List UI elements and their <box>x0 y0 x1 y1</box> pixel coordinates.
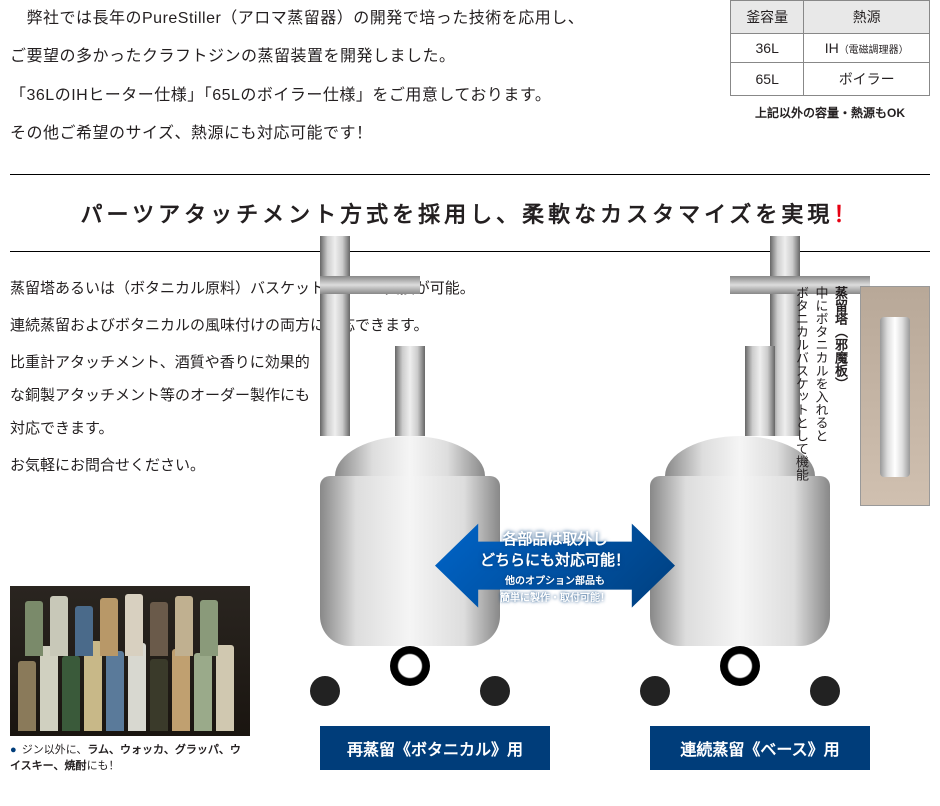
spec-note: 上記以外の容量・熱源もOK <box>730 104 930 121</box>
intro-line-2: ご要望の多かったクラフトジンの蒸留装置を開発しました。 <box>10 38 710 76</box>
intro-line-3: 「36LのIHヒーター仕様」「65Lのボイラー仕様」をご用意しております。 <box>10 77 710 115</box>
intro-line-4: その他ご希望のサイズ、熱源にも対応可能です！ <box>10 115 710 153</box>
vertical-caption: 蒸留塔（邪魔板） 中にボタニカルを入れると ボタニカルバスケットとして機能 <box>792 286 851 481</box>
spec-header-capacity: 釜容量 <box>731 1 804 34</box>
label-right: 連続蒸留《ベース》用 <box>650 726 870 770</box>
divider-top <box>10 174 930 175</box>
label-left: 再蒸留《ボタニカル》用 <box>320 726 550 770</box>
spec-cell-capacity-0: 36L <box>731 34 804 63</box>
intro-line-1: 弊社では長年のPureStiller（アロマ蒸留器）の開発で培った技術を応用し、 <box>10 0 710 38</box>
spec-header-source: 熱源 <box>804 1 930 34</box>
section-title: パーツアタッチメント方式を採用し、柔軟なカスタマイズを実現！ <box>10 185 930 241</box>
arrow-callout: 各部品は取外し どちらにも対応可能！ 他のオプション部品も 簡単に製作・取付可能… <box>435 506 675 626</box>
arrow-line-2a: 他のオプション部品も <box>505 572 605 587</box>
spec-cell-source-1: ボイラー <box>804 63 930 96</box>
detail-image <box>860 286 930 506</box>
arrow-line-1b: どちらにも対応可能！ <box>480 549 630 570</box>
bottles-caption: ジン以外に、ラム、ウォッカ、グラッパ、ウイスキー、焼酎にも！ <box>10 742 250 775</box>
spec-cell-capacity-1: 65L <box>731 63 804 96</box>
spec-box: 釜容量 熱源 36L IH（電磁調理器） 65L ボイラー 上記以外の容量・熱源… <box>730 0 930 121</box>
spec-table: 釜容量 熱源 36L IH（電磁調理器） 65L ボイラー <box>730 0 930 96</box>
spec-cell-source-0: IH（電磁調理器） <box>804 34 930 63</box>
arrow-line-2b: 簡単に製作・取付可能！ <box>500 589 610 604</box>
bottles-image <box>10 586 250 736</box>
bottles-box: ジン以外に、ラム、ウォッカ、グラッパ、ウイスキー、焼酎にも！ <box>10 586 250 775</box>
top-section: 弊社では長年のPureStiller（アロマ蒸留器）の開発で培った技術を応用し、… <box>10 0 930 154</box>
diagram-area: 各部品は取外し どちらにも対応可能！ 他のオプション部品も 簡単に製作・取付可能… <box>10 286 930 806</box>
intro-text: 弊社では長年のPureStiller（アロマ蒸留器）の開発で培った技術を応用し、… <box>10 0 730 154</box>
body-section: 蒸留塔あるいは（ボタニカル原料）バスケットパーツの交換が可能。 連続蒸留およびボ… <box>10 262 930 806</box>
arrow-line-1a: 各部品は取外し <box>502 528 607 549</box>
